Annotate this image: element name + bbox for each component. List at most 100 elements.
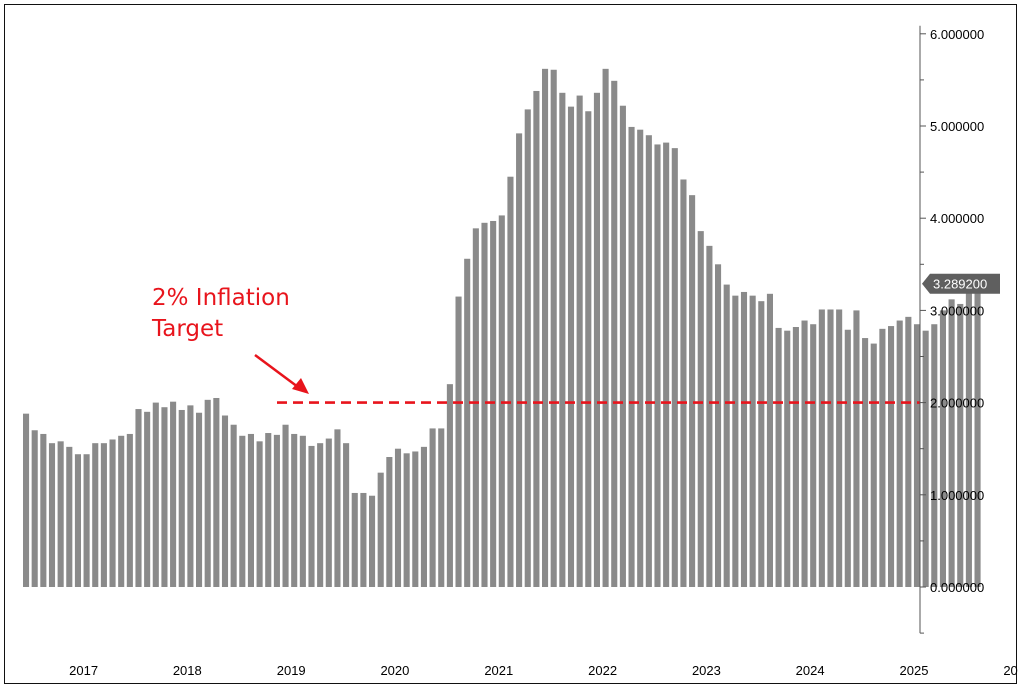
bar bbox=[689, 195, 696, 587]
bar bbox=[593, 92, 600, 587]
y-tick-label: 2.000000 bbox=[930, 396, 984, 411]
bar bbox=[775, 327, 782, 587]
x-tick-label: 2021 bbox=[484, 663, 513, 678]
bar bbox=[749, 295, 756, 587]
bar bbox=[23, 413, 30, 587]
bar bbox=[170, 401, 177, 587]
bar bbox=[48, 443, 56, 587]
bar bbox=[394, 448, 402, 587]
bar bbox=[265, 433, 272, 587]
bar bbox=[40, 433, 47, 587]
last-value-text: 3.289200 bbox=[933, 277, 987, 292]
annotation-arrow-head bbox=[292, 378, 309, 394]
bar bbox=[273, 434, 280, 587]
bar bbox=[446, 384, 453, 587]
bar bbox=[247, 433, 254, 587]
bar bbox=[870, 343, 877, 587]
bar bbox=[645, 135, 652, 587]
inflation-bar-chart: 6.000000 5.000000 4.000000 3.000000 2.000000… bbox=[23, 25, 1018, 678]
bar bbox=[680, 179, 687, 588]
bar bbox=[559, 92, 566, 587]
bar bbox=[957, 303, 964, 587]
bar bbox=[196, 412, 203, 587]
x-tick-label: 2025 bbox=[900, 663, 929, 678]
y-tick-label: 6.000000 bbox=[930, 27, 984, 42]
bar bbox=[602, 68, 609, 588]
x-tick-label: 2017 bbox=[69, 663, 98, 678]
bar bbox=[403, 453, 410, 587]
bar bbox=[144, 411, 151, 587]
bar-series bbox=[23, 68, 981, 588]
bar bbox=[948, 299, 955, 587]
y-tick-label: 5.000000 bbox=[930, 119, 984, 134]
bar bbox=[715, 264, 722, 587]
bar bbox=[282, 424, 289, 587]
bar bbox=[317, 443, 324, 587]
bar bbox=[31, 430, 38, 587]
bar bbox=[369, 495, 376, 587]
bar bbox=[801, 320, 808, 587]
bar bbox=[464, 258, 471, 587]
bar bbox=[524, 109, 531, 588]
bar bbox=[567, 106, 575, 587]
chart-frame: 6.000000 5.000000 4.000000 3.000000 2.000000… bbox=[4, 4, 1018, 684]
last-value-badge bbox=[922, 273, 1000, 294]
annotation: 2% Inflation Target bbox=[151, 285, 309, 394]
bar bbox=[792, 327, 799, 587]
bar bbox=[57, 441, 64, 587]
bar bbox=[429, 428, 436, 587]
bar bbox=[896, 320, 903, 587]
bar bbox=[888, 326, 895, 587]
bar bbox=[810, 324, 817, 587]
annotation-arrow-shaft bbox=[254, 353, 303, 392]
bar bbox=[516, 133, 523, 587]
bar bbox=[507, 176, 514, 587]
x-tick-label: 2026 bbox=[1003, 663, 1018, 678]
bar bbox=[83, 454, 90, 587]
bar bbox=[438, 428, 445, 587]
x-axis-labels: 2017 2018 2019 2020 2021 2022 2023 2024 2025 2026… bbox=[69, 663, 1018, 678]
bar bbox=[118, 435, 125, 587]
bar bbox=[291, 433, 298, 587]
x-tick-label: 2024 bbox=[796, 663, 825, 678]
bar bbox=[836, 309, 843, 587]
bar bbox=[913, 324, 921, 587]
bar bbox=[239, 435, 246, 587]
bar bbox=[490, 220, 497, 587]
bar bbox=[178, 409, 185, 587]
bar bbox=[766, 293, 773, 587]
y-axis: 6.000000 5.000000 4.000000 3.000000 2.000000… bbox=[919, 25, 984, 634]
bar bbox=[931, 324, 938, 587]
bar bbox=[974, 283, 981, 587]
bar bbox=[732, 295, 739, 587]
bar bbox=[706, 245, 713, 588]
bar bbox=[256, 441, 263, 587]
bar bbox=[386, 457, 393, 587]
bar bbox=[360, 492, 367, 587]
annotation-line1: 2% Inflation bbox=[152, 285, 290, 311]
y-tick-label: 1.000000 bbox=[930, 488, 984, 503]
bar bbox=[862, 338, 869, 587]
bar bbox=[472, 228, 479, 587]
bar bbox=[585, 111, 592, 587]
y-tick-label: 3.000000 bbox=[930, 303, 984, 318]
bar bbox=[879, 328, 886, 587]
bar bbox=[299, 435, 306, 587]
y-tick-label: 4.000000 bbox=[930, 211, 984, 226]
bar bbox=[550, 69, 557, 587]
bar bbox=[100, 443, 107, 587]
bar bbox=[351, 492, 358, 587]
bar bbox=[334, 429, 341, 587]
bar bbox=[723, 284, 730, 587]
bar bbox=[66, 446, 73, 587]
annotation-line2: Target bbox=[151, 316, 223, 342]
bar bbox=[628, 126, 635, 588]
bar bbox=[230, 424, 237, 587]
bar bbox=[187, 405, 194, 587]
bar bbox=[965, 286, 972, 587]
x-tick-label: 2022 bbox=[588, 663, 617, 678]
bar bbox=[905, 316, 912, 587]
bar bbox=[533, 90, 540, 588]
y-tick-label: 0.000000 bbox=[930, 580, 984, 595]
bar bbox=[697, 231, 704, 588]
